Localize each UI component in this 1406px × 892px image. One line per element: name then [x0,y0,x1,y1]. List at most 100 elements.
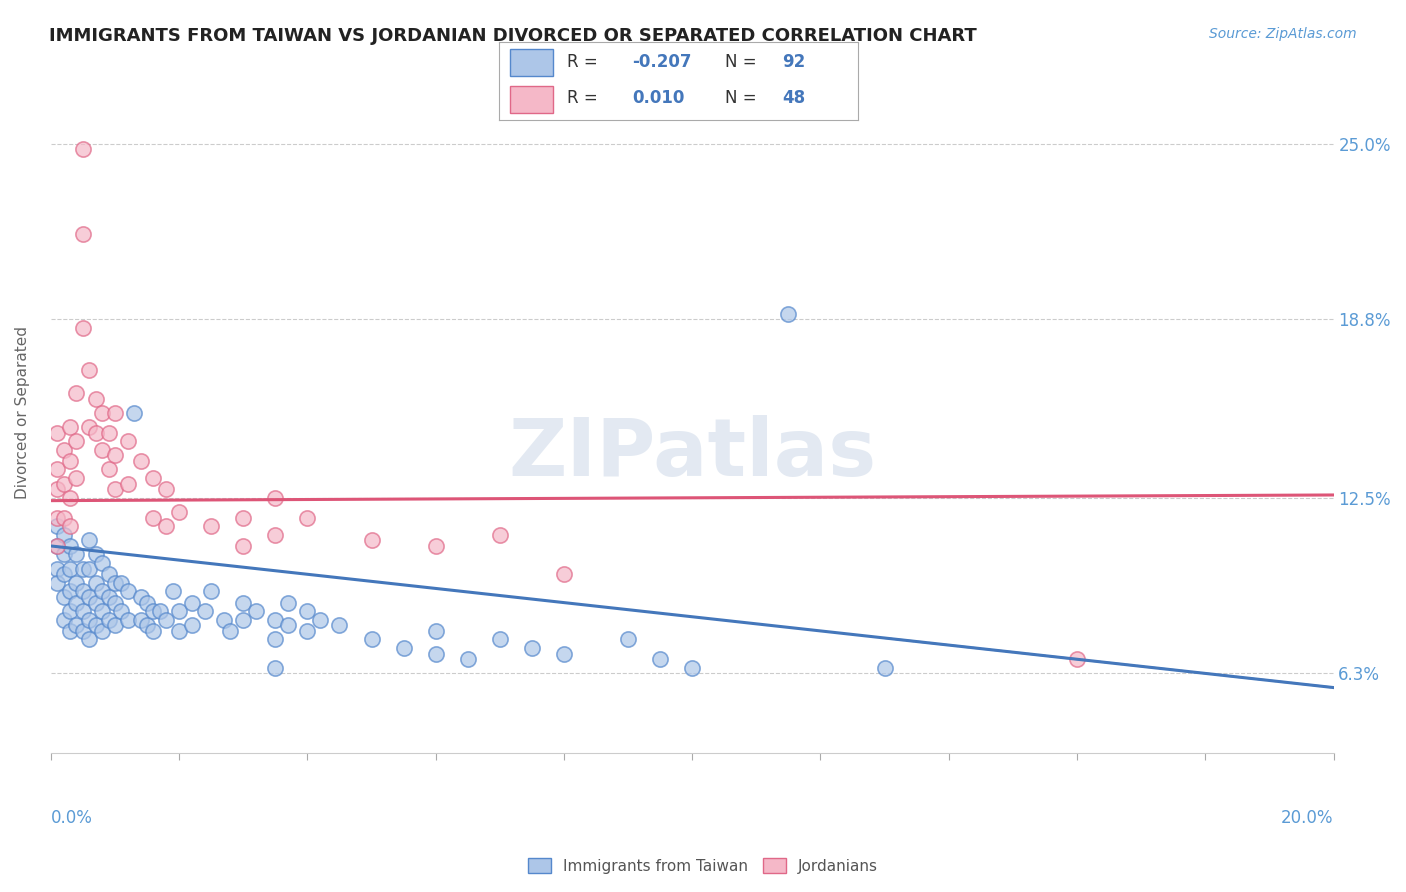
Point [52,613,75,627]
Point [264,661,287,675]
Point [91,556,114,570]
Point [46,462,69,476]
Point [59,539,82,553]
Point [52,476,75,491]
Point [328,618,350,632]
Text: 0.0%: 0.0% [51,809,93,828]
Point [59,624,82,638]
Point [97,613,120,627]
Point [97,590,120,604]
Point [264,613,287,627]
Point [79,613,101,627]
Text: ZIPatlas: ZIPatlas [508,415,876,492]
Point [52,567,75,582]
Point [520,640,543,655]
Point [97,462,120,476]
Point [117,434,139,449]
Point [46,425,69,440]
Point [232,596,254,610]
Point [617,632,640,647]
Point [65,386,87,401]
Point [104,596,127,610]
Point [553,567,575,582]
Text: N =: N = [725,54,762,71]
Point [155,613,177,627]
Point [681,661,703,675]
Y-axis label: Divorced or Separated: Divorced or Separated [15,326,30,500]
Point [72,584,94,599]
Point [873,661,896,675]
Point [79,561,101,575]
Text: 0.010: 0.010 [631,89,685,107]
Point [46,510,69,524]
Point [129,613,152,627]
Text: N =: N = [725,89,762,107]
Point [142,471,165,485]
Point [778,307,800,321]
Point [232,613,254,627]
Point [360,632,382,647]
Text: -0.207: -0.207 [631,54,692,71]
Point [167,505,190,519]
Point [648,652,671,666]
Text: Source: ZipAtlas.com: Source: ZipAtlas.com [1209,27,1357,41]
Point [84,575,107,590]
Point [129,454,152,468]
Point [553,647,575,661]
Point [52,527,75,541]
Point [129,590,152,604]
Point [425,647,447,661]
Point [457,652,479,666]
Point [212,613,235,627]
Point [72,321,94,335]
Point [167,624,190,638]
Point [52,590,75,604]
Point [104,483,127,497]
Point [72,561,94,575]
Point [59,604,82,618]
Point [91,584,114,599]
Point [65,471,87,485]
Point [488,632,510,647]
Point [84,425,107,440]
Text: 20.0%: 20.0% [1281,809,1333,828]
Point [392,640,415,655]
Point [97,425,120,440]
Point [142,510,165,524]
Point [167,604,190,618]
Point [136,618,159,632]
Point [79,590,101,604]
Point [232,510,254,524]
Point [136,596,159,610]
Point [104,575,127,590]
Point [117,613,139,627]
Point [104,618,127,632]
Point [110,604,132,618]
Point [200,584,222,599]
Point [72,143,94,157]
Point [277,618,299,632]
Point [309,613,332,627]
Point [219,624,242,638]
Point [59,561,82,575]
Point [142,604,165,618]
Point [46,561,69,575]
Point [1066,652,1088,666]
Text: R =: R = [567,89,603,107]
Point [84,618,107,632]
Point [46,483,69,497]
Text: IMMIGRANTS FROM TAIWAN VS JORDANIAN DIVORCED OR SEPARATED CORRELATION CHART: IMMIGRANTS FROM TAIWAN VS JORDANIAN DIVO… [49,27,977,45]
Point [277,596,299,610]
Point [181,618,204,632]
Point [91,442,114,457]
Point [65,575,87,590]
Point [425,539,447,553]
Point [425,624,447,638]
Point [65,434,87,449]
Point [155,483,177,497]
Point [52,510,75,524]
Point [79,632,101,647]
Point [84,548,107,562]
Point [46,539,69,553]
Point [59,519,82,533]
